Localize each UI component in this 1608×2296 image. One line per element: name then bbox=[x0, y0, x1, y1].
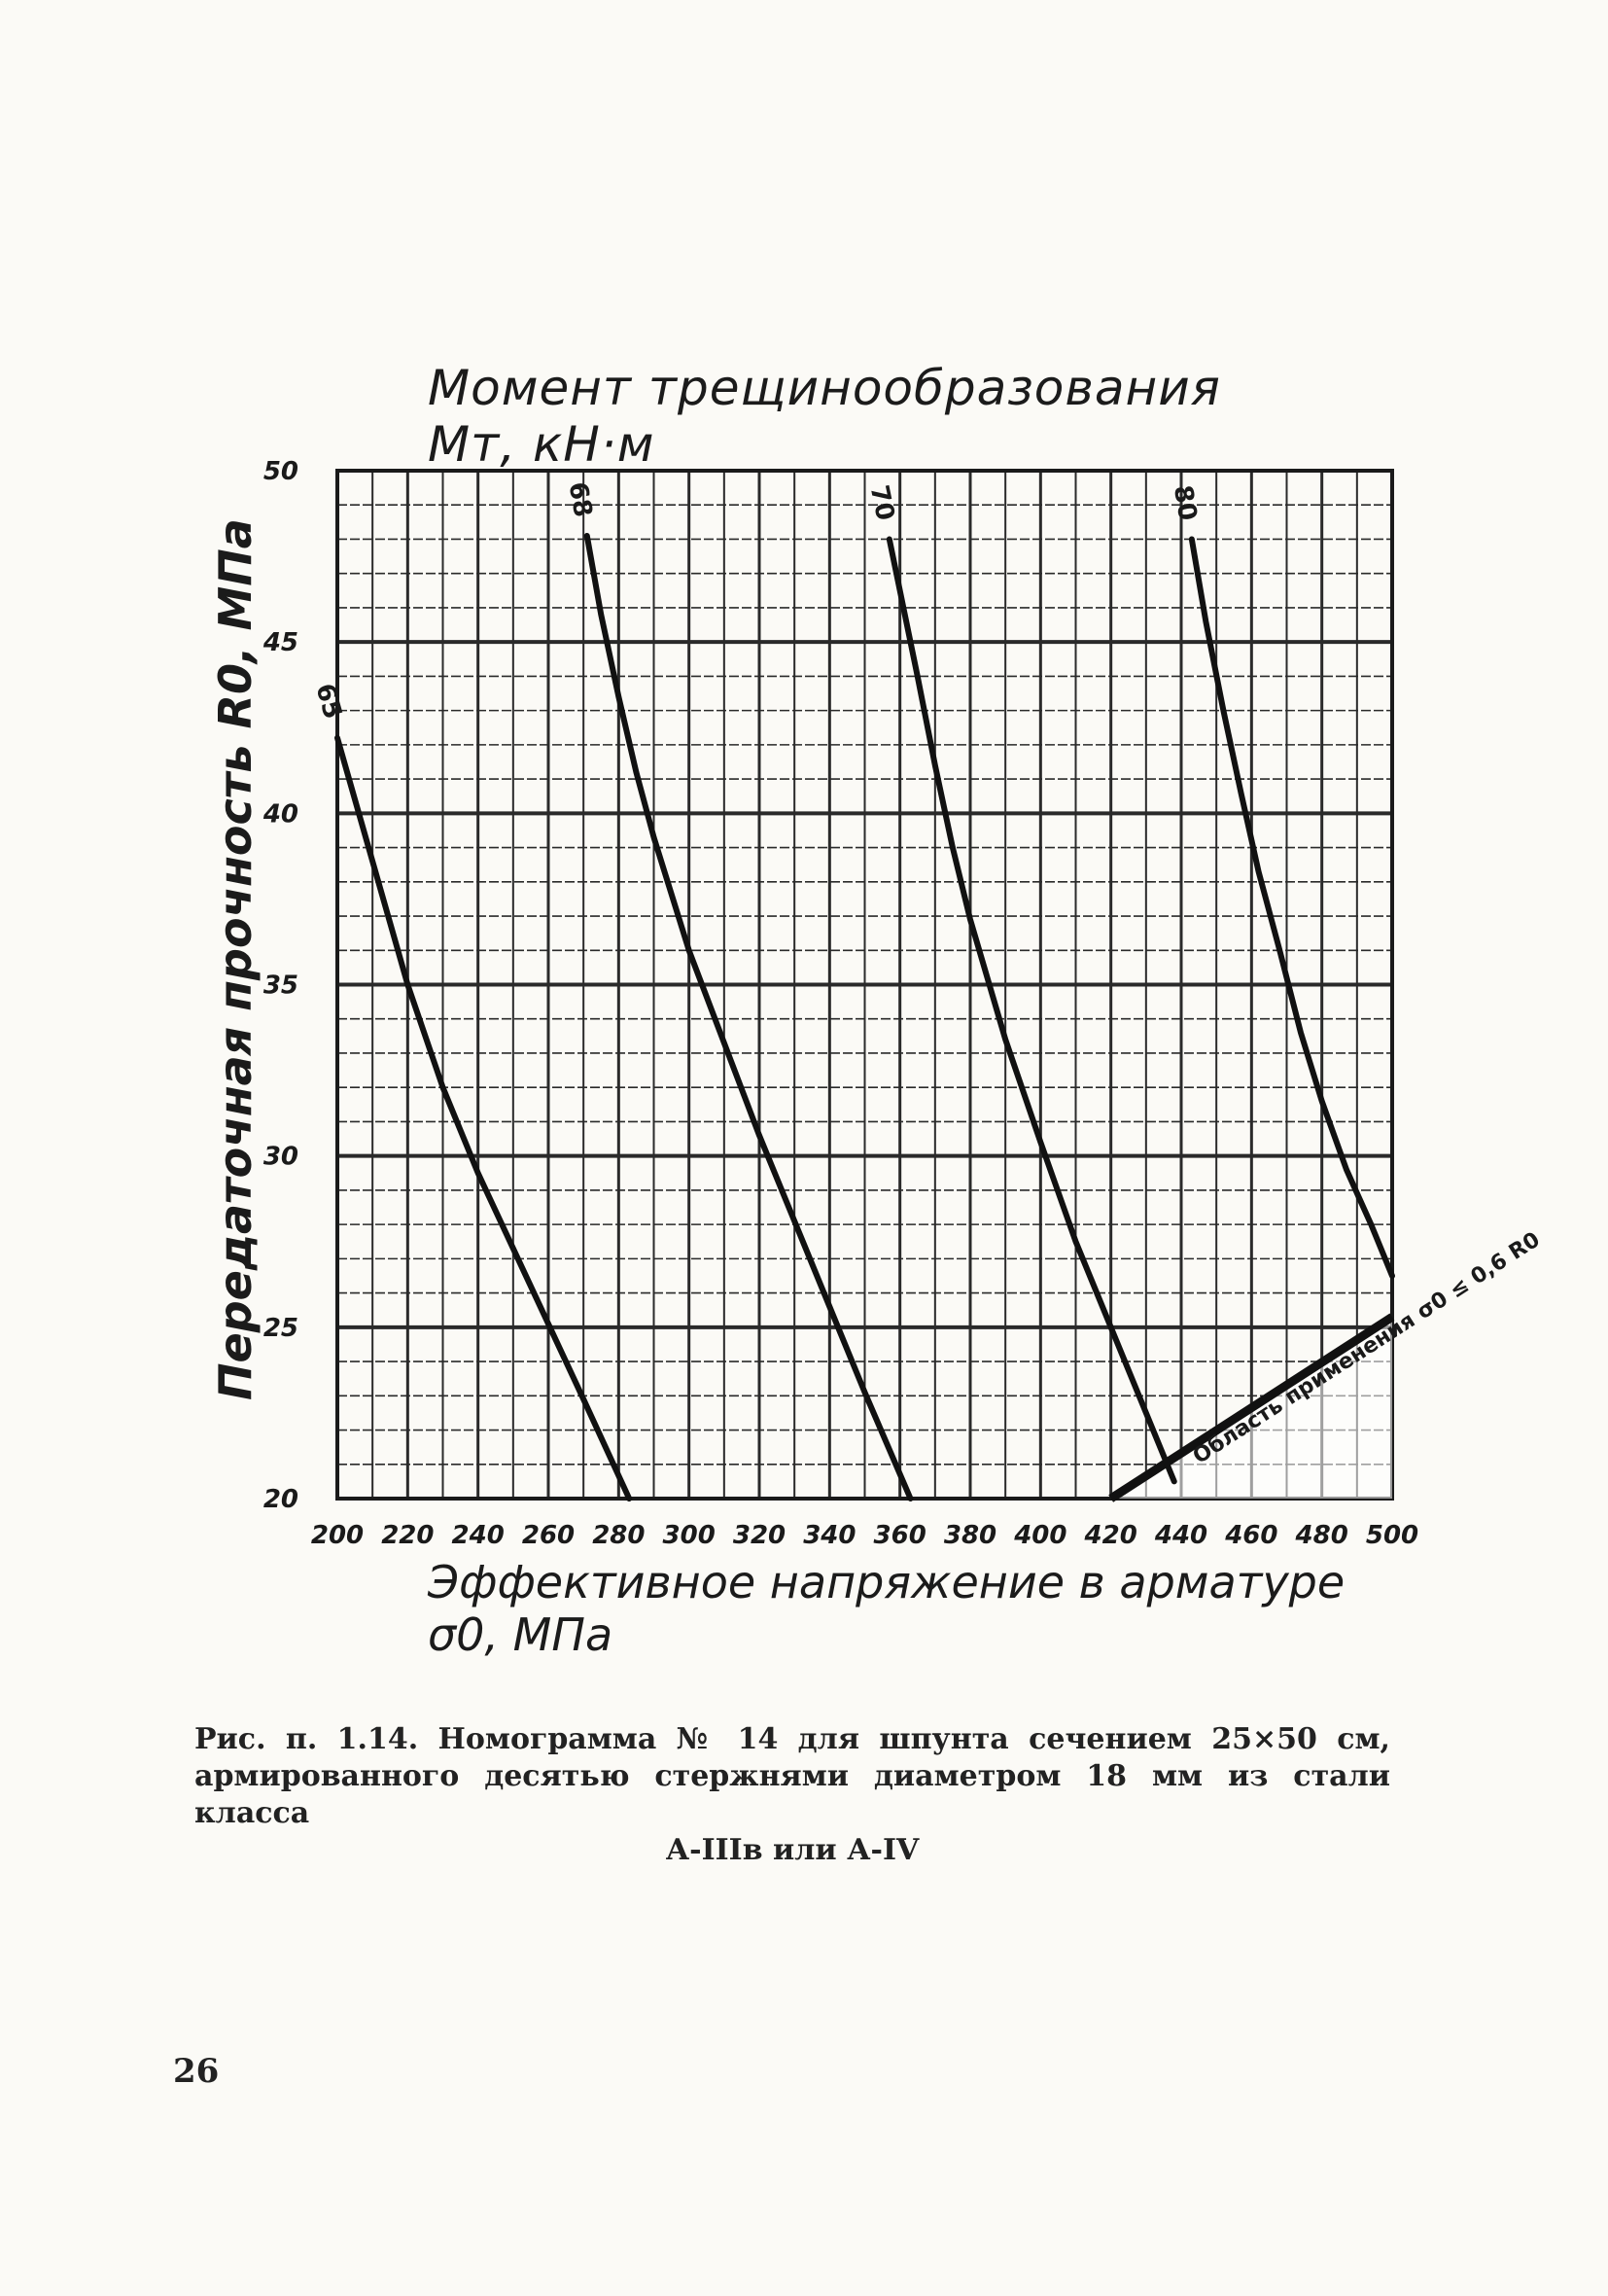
x-tick-label: 300 bbox=[663, 1521, 716, 1550]
curve-label-80: 80 bbox=[1168, 483, 1203, 523]
curve-label-70: 70 bbox=[864, 482, 900, 522]
curve-70 bbox=[886, 536, 1177, 1485]
applicability-region: Область применения σ0 ≤ 0,6 R0 bbox=[1108, 1227, 1545, 1502]
y-tick-label: 35 bbox=[263, 971, 298, 1001]
x-tick-label: 240 bbox=[452, 1521, 505, 1550]
x-axis-title: Эффективное напряжение в арматуре σ0, МП… bbox=[428, 1556, 1346, 1661]
y-tick-label: 25 bbox=[263, 1314, 298, 1343]
chart-title: Момент трещинообразования Mт, кН·м bbox=[428, 360, 1221, 473]
x-tick-label: 400 bbox=[1013, 1521, 1066, 1550]
x-tick-label: 500 bbox=[1366, 1521, 1418, 1550]
x-tick-label: 280 bbox=[592, 1521, 645, 1550]
curve-label-68: 68 bbox=[563, 479, 598, 519]
x-tick-label: 420 bbox=[1084, 1521, 1137, 1550]
y-tick-label: 30 bbox=[263, 1143, 298, 1172]
curve-68 bbox=[583, 532, 914, 1501]
x-tick-labels: 200 220 240 260 280 300 320 340 360 380 400 420 440 4… bbox=[311, 1521, 1418, 1550]
figure-caption: Рис. п. 1.14. Номограмма № 14 для шпунта… bbox=[194, 1721, 1390, 1869]
y-tick-label: 50 bbox=[263, 457, 298, 486]
x-tick-label: 460 bbox=[1224, 1521, 1277, 1550]
page-number: 26 bbox=[173, 2052, 220, 2091]
x-tick-label: 320 bbox=[733, 1521, 786, 1550]
y-tick-label: 20 bbox=[263, 1485, 298, 1514]
x-tick-label: 220 bbox=[381, 1521, 434, 1550]
x-tick-label: 480 bbox=[1295, 1521, 1348, 1550]
curve-80 bbox=[1188, 536, 1395, 1279]
x-tick-label: 340 bbox=[803, 1521, 856, 1550]
x-tick-label: 260 bbox=[522, 1521, 575, 1550]
x-tick-label: 380 bbox=[944, 1521, 996, 1550]
curve-65 bbox=[334, 734, 633, 1501]
region-boundary-line bbox=[1108, 1313, 1395, 1502]
x-tick-label: 360 bbox=[874, 1521, 926, 1550]
x-tick-label: 200 bbox=[311, 1521, 364, 1550]
caption-text: Рис. п. 1.14. Номограмма № 14 для шпунта… bbox=[194, 1722, 1390, 1830]
x-tick-label: 440 bbox=[1154, 1521, 1207, 1550]
caption-last-line: А-IIIв или А-IV bbox=[665, 1833, 920, 1867]
y-tick-label: 40 bbox=[262, 799, 298, 829]
y-tick-label: 45 bbox=[262, 628, 298, 657]
curve-label-65: 65 bbox=[309, 681, 347, 723]
y-tick-labels: 20 25 30 35 40 45 50 bbox=[262, 457, 298, 1514]
plot-frame bbox=[335, 469, 1394, 1501]
curves: 65 68 70 80 bbox=[309, 479, 1395, 1501]
